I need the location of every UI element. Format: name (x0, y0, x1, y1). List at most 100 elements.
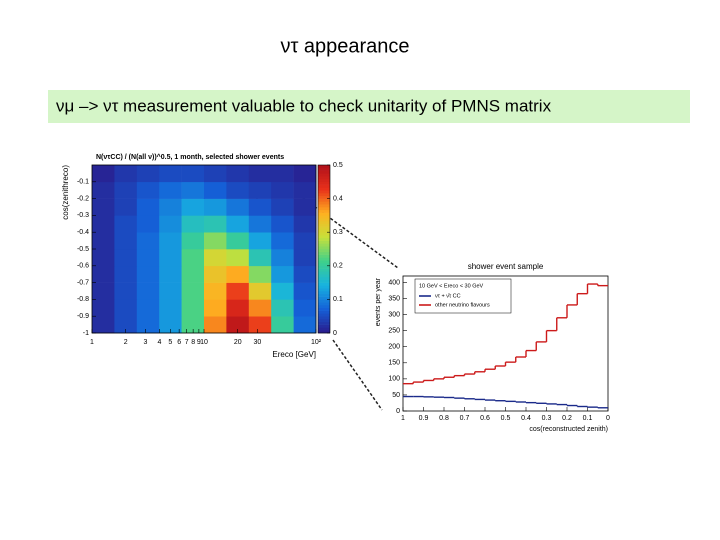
heat-cell (114, 215, 138, 233)
x-tick-label: 4 (157, 339, 161, 346)
heat-cell (226, 316, 250, 334)
y-tick-label: 150 (388, 360, 400, 367)
x-tick-label: 1 (90, 339, 94, 346)
heat-cell (181, 198, 205, 216)
heat-cell (248, 215, 272, 233)
heat-cell (114, 232, 138, 250)
heat-cell (136, 265, 160, 283)
colorbar-slice (318, 271, 330, 275)
colorbar-slice (318, 240, 330, 244)
colorbar-slice (318, 167, 330, 171)
heat-cell (181, 249, 205, 267)
z-tick-label: 0.1 (333, 296, 343, 303)
heat-cell (159, 265, 182, 283)
x-tick-label: 3 (143, 339, 147, 346)
colorbar-slice (318, 226, 330, 230)
heat-cell (159, 299, 182, 317)
heat-cell (92, 232, 115, 250)
heat-cell (271, 282, 294, 300)
colorbar-slice (318, 313, 330, 317)
x-tick-label: 0.1 (583, 415, 593, 422)
heat-cell (136, 316, 160, 334)
heat-cell (114, 265, 138, 283)
colorbar-slice (318, 235, 330, 239)
heat-cell (92, 165, 115, 183)
heat-cell (181, 299, 205, 317)
subtitle: νμ –> ντ measurement valuable to check u… (56, 96, 552, 115)
colorbar-slice (318, 229, 330, 233)
colorbar-slice (318, 316, 330, 320)
heat-cell (114, 181, 138, 199)
y-tick-label: 0 (396, 408, 400, 415)
heat-cell (226, 181, 250, 199)
heat-cell (271, 299, 294, 317)
heat-cell (248, 165, 272, 183)
colorbar-slice (318, 299, 330, 303)
colorbar-slice (318, 212, 330, 216)
x-tick-label: 0.9 (419, 415, 429, 422)
colorbar-slice (318, 232, 330, 236)
colorbar-slice (318, 260, 330, 264)
colorbar-slice (318, 291, 330, 295)
zoom-line (261, 167, 399, 269)
heat-cell (159, 249, 182, 267)
heat-cell (159, 165, 182, 183)
y-tick-label: -0.4 (77, 229, 89, 236)
colorbar-slice (318, 190, 330, 194)
plots: 00.10.20.30.40.51 2 3 4 5 6 7 8 9 10 20 30 10²-1-0.9… (61, 153, 610, 433)
heat-cell (271, 265, 294, 283)
heat-cell (114, 282, 138, 300)
heat-cell (159, 232, 182, 250)
x-tick-label: 0 (606, 415, 610, 422)
y-axis-label: cos(zenithreco) (61, 165, 70, 220)
heat-cell (204, 198, 227, 216)
x-tick-label: 7 (185, 339, 189, 346)
y-tick-label: -0.2 (77, 195, 89, 202)
x-tick-label: 2 (124, 339, 128, 346)
colorbar-slice (318, 277, 330, 281)
colorbar-slice (318, 288, 330, 292)
heat-cell (204, 282, 227, 300)
y-tick-label: -0.7 (77, 279, 89, 286)
colorbar-slice (318, 187, 330, 191)
x-tick-label: 10 (200, 339, 208, 346)
heat-cell (226, 299, 250, 317)
heat-cell (293, 249, 317, 267)
colorbar-slice (318, 296, 330, 300)
colorbar-slice (318, 193, 330, 197)
x-tick-label: 0.5 (501, 415, 511, 422)
heat-cell (181, 165, 205, 183)
colorbar-slice (318, 327, 330, 331)
colorbar-slice (318, 207, 330, 211)
heat-cell (271, 181, 294, 199)
heat-cell (248, 282, 272, 300)
heat-cell (92, 282, 115, 300)
heat-cell (204, 232, 227, 250)
colorbar-slice (318, 324, 330, 328)
heat-cell (248, 198, 272, 216)
colorbar-slice (318, 176, 330, 180)
heat-cell (136, 282, 160, 300)
y-tick-label: -0.3 (77, 212, 89, 219)
legend-label: other neutrino flavours (435, 302, 490, 308)
x-tick-label: 9 (197, 339, 201, 346)
heat-cell (271, 215, 294, 233)
colorbar-slice (318, 293, 330, 297)
heat-cell (293, 165, 317, 183)
colorbar-slice (318, 279, 330, 283)
heat-cell (136, 232, 160, 250)
colorbar-slice (318, 302, 330, 306)
x-tick-label: 1 (401, 415, 405, 422)
x-tick-label: 30 (254, 339, 262, 346)
heat-cell (226, 249, 250, 267)
heat-cell (248, 181, 272, 199)
colorbar-slice (318, 321, 330, 325)
heat-cell (204, 215, 227, 233)
heat-cell (226, 198, 250, 216)
colorbar-slice (318, 265, 330, 269)
heat-cell (271, 249, 294, 267)
colorbar-slice (318, 173, 330, 177)
colorbar-slice (318, 305, 330, 309)
heat-cell (226, 282, 250, 300)
